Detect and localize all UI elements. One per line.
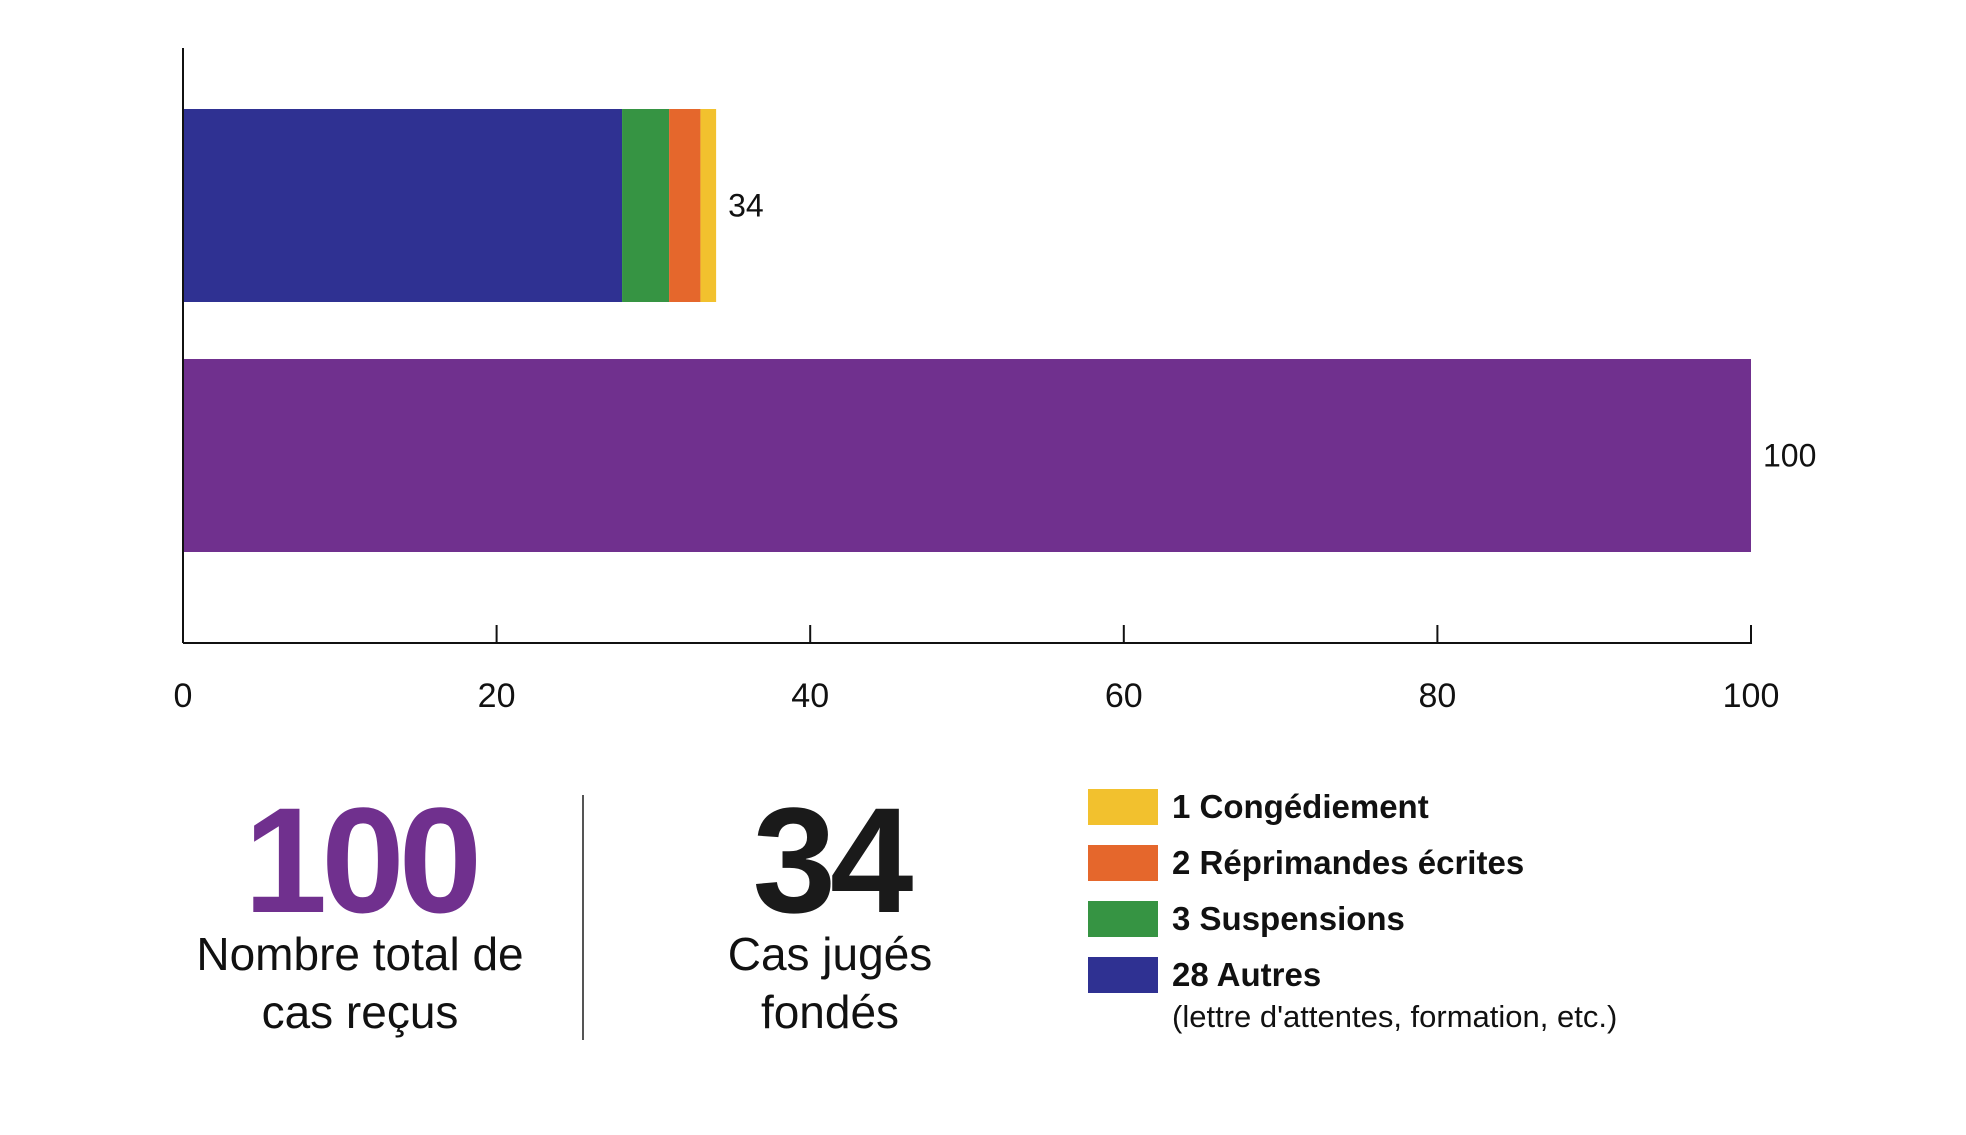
x-tick-label-3: 60 — [1105, 677, 1143, 715]
legend-swatch-reprimandes — [1088, 845, 1158, 881]
bar-1-segment-0 — [183, 359, 1751, 552]
legend-swatch-suspensions — [1088, 901, 1158, 937]
total-cases-caption-line1: Nombre total de — [196, 928, 524, 980]
x-tick-label-1: 20 — [478, 677, 516, 715]
bar-0-segment-0 — [183, 109, 623, 302]
total-cases-caption-line2: cas reçus — [261, 986, 459, 1038]
x-axis: 0 20 40 60 80 100 — [174, 48, 1780, 715]
total-cases-number: 100 — [243, 776, 482, 944]
bar-0-total-label: 34 — [728, 188, 764, 224]
legend-label-suspensions: 3 Suspensions — [1172, 900, 1405, 937]
founded-cases-stat: 34 Cas jugés fondés — [650, 776, 1010, 1041]
legend-swatch-congediement — [1088, 789, 1158, 825]
founded-cases-number: 34 — [752, 776, 914, 944]
bar-0-segment-2 — [669, 109, 701, 302]
legend-sublabel-autres: (lettre d'attentes, formation, etc.) — [1172, 999, 1618, 1034]
x-tick-label-0: 0 — [174, 677, 193, 715]
bar-chart: 0 20 40 60 80 100 34 100 — [174, 48, 1816, 715]
x-tick-label-2: 40 — [791, 677, 829, 715]
founded-cases-caption-line2: fondés — [760, 986, 900, 1038]
legend-label-congediement: 1 Congédiement — [1172, 788, 1429, 825]
x-tick-label-5: 100 — [1723, 677, 1780, 715]
founded-cases-caption-line1: Cas jugés — [727, 928, 933, 980]
total-cases-stat: 100 Nombre total de cas reçus — [140, 776, 580, 1041]
legend-label-reprimandes: 2 Réprimandes écrites — [1172, 844, 1525, 881]
bars-layer — [183, 109, 1751, 552]
x-tick-label-4: 80 — [1418, 677, 1456, 715]
bar-1-total-label: 100 — [1763, 438, 1816, 474]
legend-label-autres: 28 Autres — [1172, 956, 1322, 993]
labels-layer: 34 100 — [728, 188, 1816, 474]
stats-divider — [582, 795, 584, 1040]
bar-0-segment-1 — [622, 109, 670, 302]
legend-swatch-autres — [1088, 957, 1158, 993]
bar-0-segment-3 — [700, 109, 717, 302]
